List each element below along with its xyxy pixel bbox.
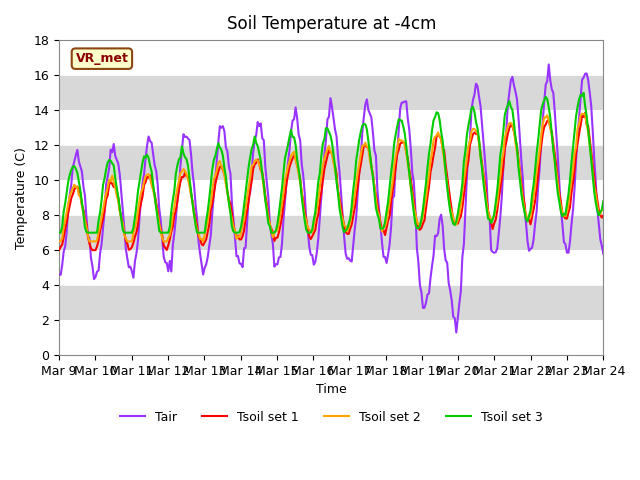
Line: Tsoil set 2: Tsoil set 2: [59, 114, 604, 241]
Tsoil set 2: [244, 184, 252, 190]
Tsoil set 3: [55, 230, 63, 236]
Tsoil set 3: [236, 229, 243, 235]
Tsoil set 3: [569, 144, 577, 150]
Tsoil set 3: [122, 230, 130, 236]
Tsoil set 2: [579, 111, 586, 117]
Tsoil set 2: [122, 236, 130, 241]
Bar: [59, 320, 604, 355]
Tsoil set 2: [600, 204, 607, 210]
Bar: [59, 40, 604, 75]
Tair: [572, 157, 580, 163]
Tair: [55, 271, 63, 277]
Tsoil set 3: [580, 90, 588, 96]
Line: Tair: Tair: [59, 64, 604, 333]
Tair: [122, 246, 130, 252]
Line: Tsoil set 1: Tsoil set 1: [59, 113, 604, 250]
Tsoil set 3: [600, 198, 607, 204]
Bar: [59, 110, 604, 145]
Bar: [59, 250, 604, 285]
Tsoil set 1: [581, 110, 589, 116]
Bar: [59, 285, 604, 320]
Tair: [218, 125, 225, 131]
Tair: [244, 195, 252, 201]
Tsoil set 1: [55, 247, 63, 253]
Tsoil set 1: [236, 237, 243, 242]
Tair: [293, 115, 301, 121]
Tair: [600, 251, 607, 257]
Tair: [545, 61, 552, 67]
Tsoil set 1: [293, 163, 301, 168]
Title: Soil Temperature at -4cm: Soil Temperature at -4cm: [227, 15, 436, 33]
Y-axis label: Temperature (C): Temperature (C): [15, 147, 28, 249]
Tsoil set 3: [293, 156, 301, 162]
Tsoil set 1: [244, 199, 252, 204]
Bar: [59, 145, 604, 180]
Text: VR_met: VR_met: [76, 52, 129, 65]
X-axis label: Time: Time: [316, 384, 347, 396]
Line: Tsoil set 3: Tsoil set 3: [59, 93, 604, 233]
Bar: [59, 75, 604, 110]
Tsoil set 2: [236, 234, 243, 240]
Tsoil set 2: [293, 163, 301, 168]
Legend: Tair, Tsoil set 1, Tsoil set 2, Tsoil set 3: Tair, Tsoil set 1, Tsoil set 2, Tsoil se…: [115, 406, 547, 429]
Tsoil set 3: [244, 164, 252, 170]
Tsoil set 3: [218, 147, 225, 153]
Tsoil set 2: [55, 239, 63, 244]
Tsoil set 1: [569, 180, 577, 185]
Tsoil set 1: [218, 163, 225, 169]
Tsoil set 1: [600, 213, 607, 218]
Bar: [59, 180, 604, 215]
Tsoil set 1: [122, 238, 130, 243]
Tair: [452, 330, 460, 336]
Bar: [59, 215, 604, 250]
Tair: [236, 261, 243, 266]
Tsoil set 2: [218, 163, 225, 169]
Tsoil set 2: [569, 167, 577, 172]
